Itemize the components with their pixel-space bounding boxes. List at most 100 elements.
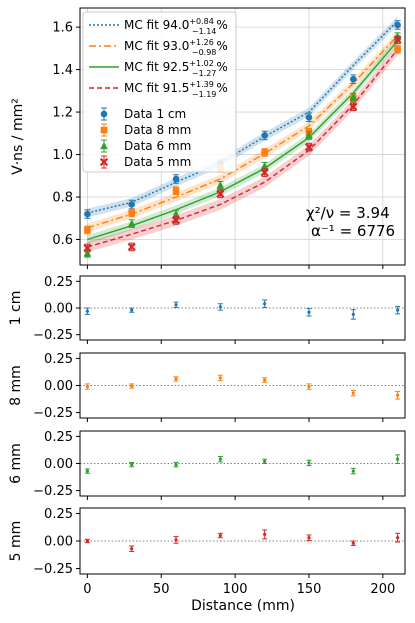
chi2-annotation: χ²/ν = 3.94 [306,204,390,222]
residual-panels: −0.25 0.00 0.25 1 cm −0.25 0.00 0.25 8 mm −0.25 0… [8,275,406,597]
residual-panel-5-mm: −0.25 0.00 0.25 5 mm [8,507,406,578]
y-tick-label: −0.25 [33,406,73,421]
data-point [100,110,108,118]
legend-fit-label: MC fit 92.5+1.02 −1.27% [124,59,228,78]
residual-point [263,459,267,463]
y-tick-label: −0.25 [33,328,73,343]
residual-point [396,457,400,461]
x-tick-label: 0 [83,582,91,597]
data-point [216,189,225,198]
residual-panel-6-mm: −0.25 0.00 0.25 6 mm [8,430,406,500]
data-point [100,141,108,150]
fit-line [87,35,399,229]
residual-point [85,469,89,473]
y-tick-label: 0.25 [44,275,73,290]
data-point [394,46,401,53]
residual-point [307,310,311,314]
y-tick-label: 0.00 [44,535,73,550]
x-tick-label: 100 [223,582,248,597]
y-tick-label: 0.6 [52,233,73,248]
legend-fit-label: MC fit 93.0+1.26 −0.98% [124,38,228,57]
x-tick-label: 200 [370,582,395,597]
data-point [261,132,268,139]
y-tick-label: 0.8 [52,191,73,206]
x-axis-label: Distance (mm) [191,598,295,614]
data-point [304,143,314,152]
top-axes-frame [79,7,406,266]
residual-point [174,462,178,467]
residual-point [351,541,355,545]
legend-data-label: Data 8 mm [124,123,191,137]
data-point [349,102,358,111]
data-point [260,161,269,170]
data-point [172,209,180,218]
residual-point [307,461,311,465]
data-point [127,219,136,227]
residual-point [307,384,311,389]
data-point [349,92,358,101]
data-point [394,21,401,29]
y-tick-label: −0.25 [33,484,73,499]
residual-point [218,305,222,309]
fit-line [87,48,399,248]
residual-point [130,462,134,467]
y-tick-label: 1.0 [52,148,73,163]
data-point [305,114,313,121]
residual-panel-1-cm: −0.25 0.00 0.25 1 cm [8,275,406,344]
residual-point [130,308,134,312]
residual-point [130,547,134,551]
data-point [84,210,91,218]
data-point [127,242,136,252]
residual-point [130,384,134,388]
legend-fit-label: MC fit 94.0+0.84 −1.14% [124,17,228,36]
residual-panel-label: 5 mm [8,521,24,562]
data-point [171,216,181,225]
y-tick-label: 0.00 [44,302,73,317]
alpha-annotation: α⁻¹ = 6776 [311,222,395,240]
data-point [172,187,180,194]
legend-box [82,11,237,173]
legend-fit-label: MC fit 91.5+1.39 −1.19% [124,80,228,99]
legend-data-label: Data 6 mm [124,139,191,153]
data-point [128,209,136,217]
data-point [99,157,109,167]
residual-panel-8-mm: −0.25 0.00 0.25 8 mm [8,352,406,422]
top-panel: 0.6 0.8 1.0 1.2 1.4 1.6 V·ns / mm² MC fit 94.0+… [10,7,406,269]
data-point [84,226,91,234]
y-tick-label: 1.6 [52,21,73,36]
data-point [393,35,402,44]
residual-point [263,532,267,537]
y-axis-label: V·ns / mm² [10,98,26,175]
residual-point [263,378,267,382]
data-point [172,175,180,183]
residual-point [351,312,355,316]
y-tick-label: 0.25 [44,430,73,445]
residual-point [263,302,267,306]
residual-point [174,303,178,307]
y-tick-label: 0.25 [44,507,73,522]
fit-line [87,20,399,214]
residual-point [396,536,400,540]
residual-point [85,539,89,543]
y-tick-label: 1.2 [52,106,73,121]
residual-point [174,538,178,542]
data-point [128,201,136,208]
data-point [83,249,92,257]
legend-data-label: Data 1 cm [124,107,186,121]
residual-panel-label: 1 cm [8,291,24,326]
residual-point [351,391,355,395]
legend: MC fit 94.0+0.84 −1.14% MC fit 93.0+1.26 −0… [82,11,237,173]
data-point [305,131,313,139]
data-point [216,181,225,189]
residual-point [396,308,400,312]
residual-point [85,309,89,313]
x-tick-label: 50 [153,582,170,597]
data-point [261,149,268,156]
data-point [260,168,269,177]
x-tick-label: 150 [297,582,322,597]
residual-panel-label: 8 mm [8,365,24,406]
data-point [100,126,108,134]
residual-point [396,393,400,397]
residual-point [85,384,89,389]
